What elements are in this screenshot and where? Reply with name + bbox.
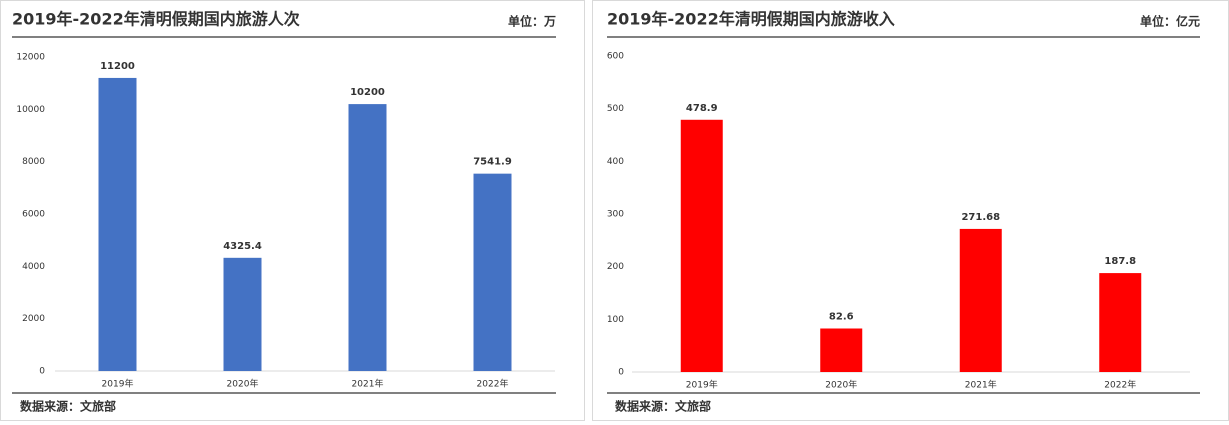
bar: [959, 228, 1002, 372]
y-tick-label: 300: [607, 210, 624, 220]
x-tick-label: 2020年: [825, 379, 857, 391]
value-label: 271.68: [961, 212, 1000, 223]
y-tick-label: 8000: [22, 157, 45, 167]
bar: [820, 328, 863, 372]
value-label: 478.9: [686, 103, 718, 114]
unit-label: 单位：亿元: [1140, 14, 1200, 29]
x-tick-label: 2021年: [965, 379, 997, 391]
x-tick-label: 2019年: [686, 379, 718, 391]
y-tick-label: 100: [607, 315, 624, 325]
value-label: 4325.4: [223, 241, 262, 252]
value-label: 10200: [350, 87, 385, 98]
y-tick-label: 0: [39, 367, 45, 377]
y-tick-label: 500: [607, 104, 624, 114]
unit-label: 单位：万: [508, 14, 556, 29]
y-tick-label: 600: [607, 52, 624, 62]
bar: [348, 104, 387, 371]
x-tick-label: 2020年: [227, 378, 259, 390]
x-tick-label: 2022年: [477, 378, 509, 390]
y-tick-label: 200: [607, 262, 624, 272]
y-tick-label: 4000: [22, 262, 45, 272]
y-tick-label: 10000: [16, 105, 45, 115]
chart-title: 2019年-2022年清明假期国内旅游收入: [607, 10, 895, 29]
value-label: 82.6: [829, 311, 854, 322]
source-note: 数据来源：文旅部: [615, 399, 711, 414]
x-tick-label: 2019年: [102, 378, 134, 390]
bar: [473, 173, 512, 371]
value-label: 187.8: [1104, 256, 1136, 267]
y-tick-label: 6000: [22, 210, 45, 220]
x-tick-label: 2021年: [352, 378, 384, 390]
source-note: 数据来源：文旅部: [20, 399, 116, 414]
value-label: 11200: [100, 61, 135, 72]
bar: [98, 77, 137, 371]
y-tick-label: 0: [618, 368, 624, 378]
y-tick-label: 12000: [16, 53, 45, 63]
y-tick-label: 400: [607, 157, 624, 167]
chart-title: 2019年-2022年清明假期国内旅游人次: [12, 10, 300, 29]
bar: [680, 119, 723, 373]
x-tick-label: 2022年: [1104, 379, 1136, 391]
value-label: 7541.9: [473, 157, 512, 168]
bar: [223, 257, 262, 371]
y-tick-label: 2000: [22, 314, 45, 324]
bar: [1099, 273, 1142, 372]
